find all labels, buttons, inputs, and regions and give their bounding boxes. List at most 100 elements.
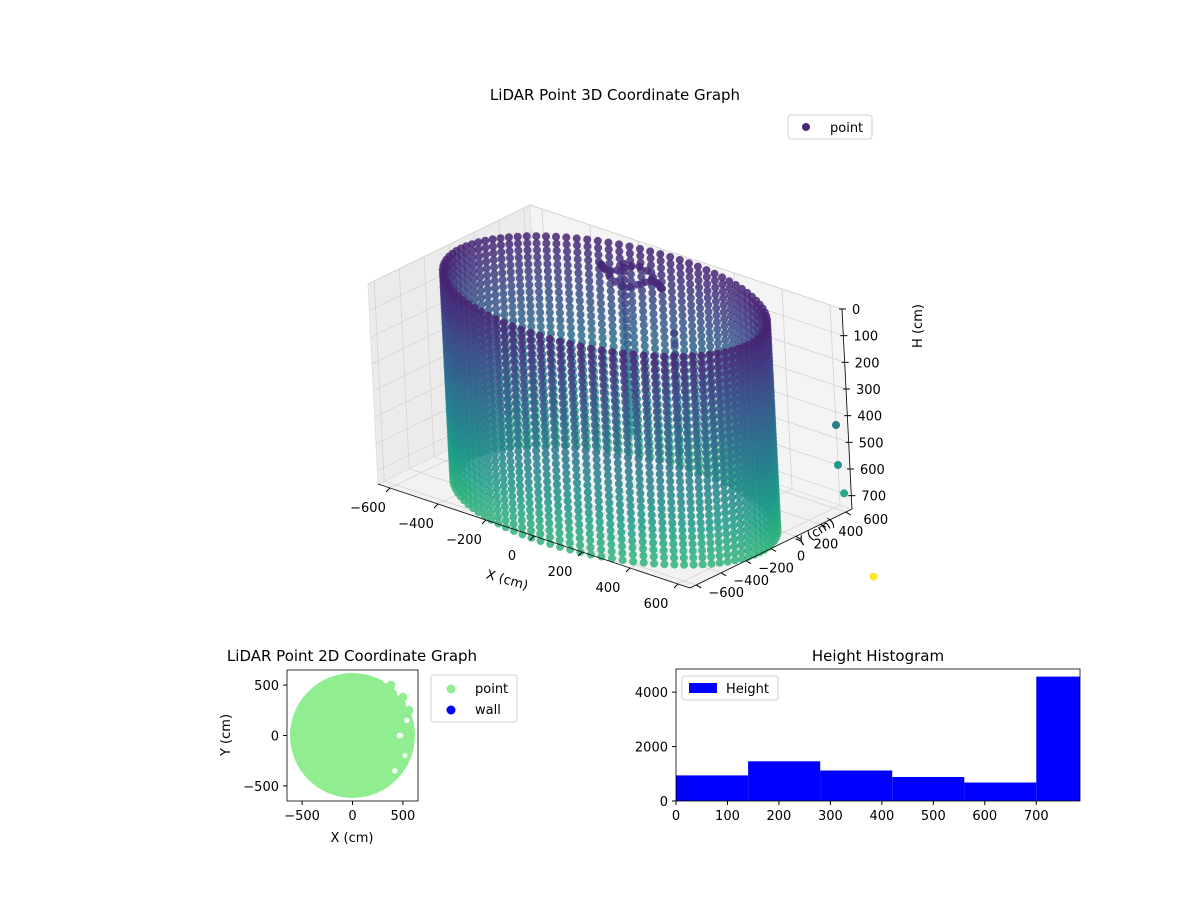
z-tick-label: 100 [853,330,878,345]
data-point [527,315,535,324]
data-point [500,303,508,312]
data-point [477,456,486,465]
data-point [477,300,486,309]
data-point [705,525,714,533]
data-point [683,428,691,437]
y-tick [795,535,802,540]
data-point [526,308,535,317]
data-point [684,456,693,465]
data-point [577,356,586,365]
data-point [666,477,675,486]
data-point [608,355,617,363]
data-point [515,474,524,483]
data-point [564,511,573,519]
data-point [594,250,603,259]
data-point [657,504,666,513]
data-point [626,270,635,279]
data-point [663,422,672,430]
data-point [556,316,565,324]
data-point [628,304,637,313]
data-point [578,384,587,393]
data-point [522,443,531,452]
data-point [697,358,706,367]
data-point [600,408,609,417]
data-point [498,275,507,284]
data-point [732,436,741,445]
data-point [645,462,654,471]
data-point [536,345,545,354]
data-point [696,311,705,320]
data-point [479,370,488,379]
data-point [694,477,703,486]
data-point [531,426,540,434]
data-point [685,477,694,486]
legend-marker-point [802,123,810,131]
data-point [503,388,511,397]
data-point [607,307,616,316]
data-point [525,492,534,501]
data-point [647,277,656,286]
data-point [689,373,698,382]
data-point [483,278,492,287]
data-point [586,543,595,552]
data-point [475,266,484,274]
data-point [492,484,501,493]
data-point [714,531,723,540]
data-point [738,554,746,563]
data-point [702,462,711,471]
data-point [574,262,582,271]
data-point [558,400,567,408]
data-point [474,387,483,396]
data-point [482,418,491,427]
data-point [687,519,696,528]
data-point [688,359,697,368]
data-point [520,395,529,404]
data-point [738,428,747,436]
data-point [693,449,702,458]
data-point [530,412,539,421]
data-point [596,524,604,533]
data-point [592,462,601,471]
data-point [585,291,594,299]
data-point [737,540,746,549]
data-point [576,303,585,312]
data-point [623,331,632,340]
data-point [589,400,598,408]
data-point [552,246,561,255]
x-tick-label: 100 [715,809,740,824]
data-point [666,259,675,268]
data-point [639,307,648,316]
data-point [577,370,586,379]
data-point [709,434,718,442]
data-point [683,435,692,444]
data-point [671,380,680,389]
x-tick-label: 600 [644,597,669,612]
data-point [721,509,730,518]
data-point [524,273,533,282]
z-tick-label: 400 [857,410,882,425]
data-point [579,404,588,413]
data-point [570,437,579,446]
data-point [655,463,664,472]
data-point [681,394,690,403]
data-point [657,264,665,272]
data-point [523,457,532,466]
data-point [555,309,564,317]
data-point [740,476,749,485]
data-point [652,400,661,409]
data-point [636,489,645,498]
data-point [586,536,595,545]
data-point [642,400,651,409]
data-point [711,461,719,470]
data-point [669,308,677,317]
data-point [525,287,534,296]
data-point [473,359,481,368]
data-point [523,246,532,255]
data-point [669,315,678,324]
data-point [660,352,668,361]
data-point [665,463,674,472]
data-point [640,365,649,374]
x-tick-label: 0 [672,809,680,824]
data-point [573,478,581,487]
data-point [618,349,627,358]
